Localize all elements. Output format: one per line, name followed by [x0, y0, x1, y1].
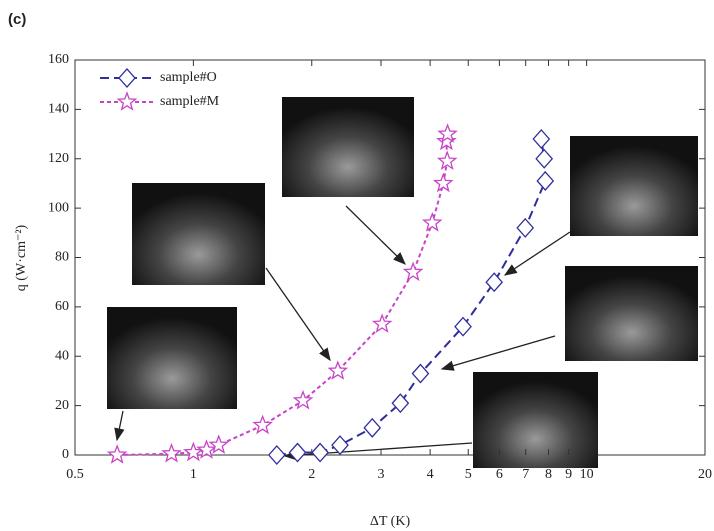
- star-marker: [294, 392, 311, 408]
- arrow: [442, 336, 555, 369]
- diamond-marker: [517, 219, 533, 237]
- x-tick-label: 3: [378, 467, 385, 482]
- x-tick-label: 8: [545, 467, 552, 482]
- x-tick-label: 2: [308, 467, 315, 482]
- diamond-marker: [392, 394, 408, 412]
- inset-image: [107, 307, 237, 409]
- y-tick-label: 0: [62, 447, 69, 462]
- legend-label: sample#O: [160, 70, 217, 85]
- y-tick-label: 120: [48, 151, 69, 166]
- x-tick-label: 20: [698, 467, 712, 482]
- inset-image: [473, 372, 598, 468]
- inset-image: [282, 97, 414, 197]
- star-marker: [405, 263, 422, 279]
- star-marker: [439, 152, 456, 168]
- y-tick-label: 160: [48, 52, 69, 67]
- y-tick-label: 20: [55, 398, 69, 413]
- x-tick-label: 1: [190, 467, 197, 482]
- x-tick-label: 9: [565, 467, 572, 482]
- diamond-marker: [290, 444, 306, 462]
- y-tick-label: 140: [48, 102, 69, 117]
- inset-image: [570, 136, 698, 236]
- star-marker: [435, 174, 452, 190]
- legend-marker: [119, 69, 135, 87]
- x-tick-label: 6: [496, 467, 503, 482]
- star-marker: [374, 315, 391, 331]
- arrow: [346, 206, 405, 264]
- chart: (c) ΔT (K) q (W·cm⁻²) 020406080100120140…: [0, 0, 714, 531]
- x-tick-label: 0.5: [66, 467, 84, 482]
- x-tick-label: 7: [522, 467, 529, 482]
- x-tick-label: 10: [580, 467, 594, 482]
- inset-image: [565, 266, 698, 361]
- diamond-marker: [312, 444, 328, 462]
- x-tick-label: 5: [465, 467, 472, 482]
- x-tick-label: 4: [427, 467, 434, 482]
- legend-marker: [118, 93, 135, 109]
- panel-label: (c): [8, 11, 26, 28]
- diamond-marker: [269, 446, 285, 464]
- star-marker: [163, 445, 180, 461]
- star-marker: [424, 214, 441, 230]
- diamond-marker: [364, 419, 380, 437]
- star-marker: [254, 416, 271, 432]
- arrow: [266, 268, 330, 360]
- diamond-marker: [537, 172, 553, 190]
- star-marker: [109, 446, 126, 462]
- diamond-marker: [533, 130, 549, 148]
- y-axis-label: q (W·cm⁻²): [14, 224, 29, 291]
- y-tick-label: 100: [48, 200, 69, 215]
- y-tick-label: 60: [55, 299, 69, 314]
- star-marker: [210, 436, 227, 452]
- star-marker: [185, 444, 202, 460]
- y-tick-label: 40: [55, 348, 69, 363]
- y-tick-label: 80: [55, 250, 69, 265]
- insets: [107, 97, 698, 468]
- diamond-marker: [536, 150, 552, 168]
- legend-label: sample#M: [160, 94, 220, 109]
- x-axis-label: ΔT (K): [370, 514, 411, 529]
- arrow: [505, 232, 570, 275]
- arrow: [117, 411, 123, 440]
- inset-image: [132, 183, 265, 285]
